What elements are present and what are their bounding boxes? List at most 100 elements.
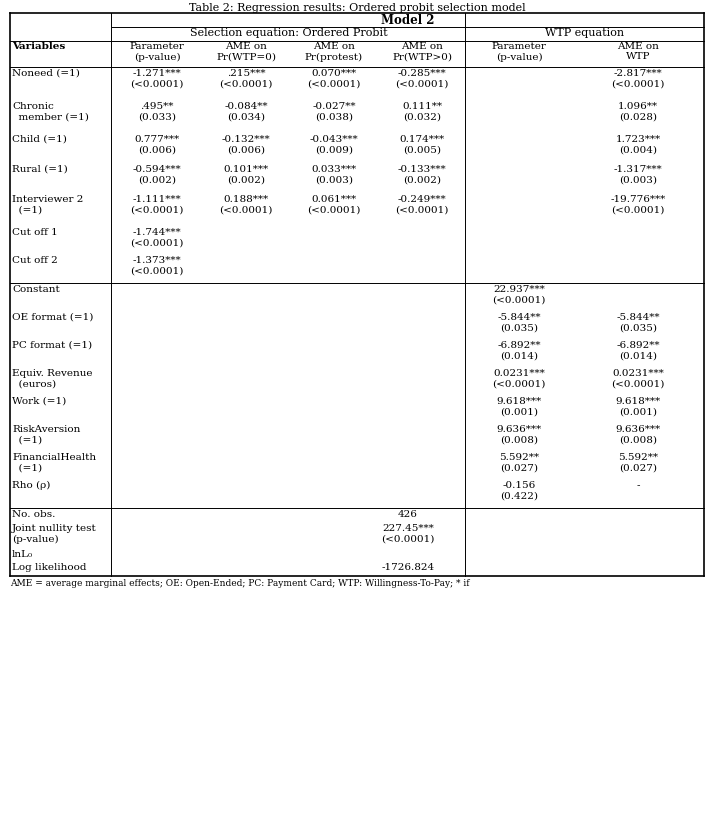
Text: Model 2: Model 2	[381, 14, 435, 27]
Text: -0.133***: -0.133***	[398, 165, 446, 174]
Text: (0.035): (0.035)	[500, 324, 538, 333]
Text: (<0.0001): (<0.0001)	[381, 535, 435, 544]
Text: (0.004): (0.004)	[619, 146, 657, 155]
Text: (<0.0001): (<0.0001)	[131, 206, 183, 215]
Text: (<0.0001): (<0.0001)	[611, 206, 665, 215]
Text: Variables: Variables	[12, 42, 65, 51]
Text: -0.249***: -0.249***	[398, 195, 446, 204]
Text: (<0.0001): (<0.0001)	[307, 80, 361, 89]
Text: 426: 426	[398, 510, 418, 519]
Text: (0.001): (0.001)	[619, 408, 657, 417]
Text: -5.844**: -5.844**	[616, 313, 660, 322]
Text: WTP equation: WTP equation	[545, 28, 624, 38]
Text: (0.027): (0.027)	[500, 464, 538, 473]
Text: FinancialHealth: FinancialHealth	[12, 453, 96, 462]
Text: -19.776***: -19.776***	[610, 195, 665, 204]
Text: (0.038): (0.038)	[315, 113, 353, 122]
Text: (0.034): (0.034)	[227, 113, 265, 122]
Text: .215***: .215***	[227, 69, 265, 78]
Text: (0.002): (0.002)	[403, 176, 441, 185]
Text: (<0.0001): (<0.0001)	[396, 80, 448, 89]
Text: (=1): (=1)	[12, 464, 42, 473]
Text: (0.003): (0.003)	[619, 176, 657, 185]
Text: Rho (ρ): Rho (ρ)	[12, 481, 51, 490]
Text: Parameter
(p-value): Parameter (p-value)	[491, 42, 546, 62]
Text: AME = average marginal effects; OE: Open-Ended; PC: Payment Card; WTP: Willingne: AME = average marginal effects; OE: Open…	[10, 579, 470, 588]
Text: Rural (=1): Rural (=1)	[12, 165, 68, 174]
Text: Table 2: Regression results: Ordered probit selection model: Table 2: Regression results: Ordered pro…	[188, 3, 526, 13]
Text: -1.317***: -1.317***	[614, 165, 663, 174]
Text: (0.008): (0.008)	[500, 436, 538, 445]
Text: (<0.0001): (<0.0001)	[131, 80, 183, 89]
Text: -6.892**: -6.892**	[616, 341, 660, 350]
Text: (0.033): (0.033)	[138, 113, 176, 122]
Text: (0.035): (0.035)	[619, 324, 657, 333]
Text: (0.005): (0.005)	[403, 146, 441, 155]
Text: (=1): (=1)	[12, 436, 42, 445]
Text: (0.028): (0.028)	[619, 113, 657, 122]
Text: -0.027**: -0.027**	[312, 102, 356, 111]
Text: -1.373***: -1.373***	[133, 256, 181, 265]
Text: 0.0231***: 0.0231***	[493, 369, 545, 378]
Text: 0.0231***: 0.0231***	[612, 369, 664, 378]
Text: (<0.0001): (<0.0001)	[307, 206, 361, 215]
Text: Parameter
(p-value): Parameter (p-value)	[129, 42, 184, 62]
Text: (<0.0001): (<0.0001)	[611, 380, 665, 389]
Text: (<0.0001): (<0.0001)	[396, 206, 448, 215]
Text: -1.271***: -1.271***	[133, 69, 181, 78]
Text: -1.744***: -1.744***	[133, 228, 181, 237]
Text: -0.043***: -0.043***	[310, 135, 358, 144]
Text: Log likelihood: Log likelihood	[12, 563, 86, 572]
Text: .495**: .495**	[141, 102, 174, 111]
Text: 22.937***: 22.937***	[493, 285, 545, 294]
Text: 5.592**: 5.592**	[499, 453, 539, 462]
Text: 1.723***: 1.723***	[615, 135, 660, 144]
Text: 227.45***: 227.45***	[382, 524, 434, 533]
Text: AME on
Pr(protest): AME on Pr(protest)	[305, 42, 363, 62]
Text: -6.892**: -6.892**	[497, 341, 540, 350]
Text: (0.009): (0.009)	[315, 146, 353, 155]
Text: (<0.0001): (<0.0001)	[219, 206, 273, 215]
Text: (<0.0001): (<0.0001)	[131, 239, 183, 248]
Text: AME on
Pr(WTP>0): AME on Pr(WTP>0)	[392, 42, 452, 62]
Text: -0.156: -0.156	[503, 481, 536, 490]
Text: (0.006): (0.006)	[227, 146, 265, 155]
Text: -5.844**: -5.844**	[497, 313, 540, 322]
Text: PC format (=1): PC format (=1)	[12, 341, 92, 350]
Text: (0.001): (0.001)	[500, 408, 538, 417]
Text: -0.594***: -0.594***	[133, 165, 181, 174]
Text: (<0.0001): (<0.0001)	[493, 296, 545, 305]
Text: 9.618***: 9.618***	[496, 397, 541, 406]
Text: Interviewer 2: Interviewer 2	[12, 195, 84, 204]
Text: Joint nullity test: Joint nullity test	[12, 524, 97, 533]
Text: No. obs.: No. obs.	[12, 510, 56, 519]
Text: Constant: Constant	[12, 285, 60, 294]
Text: 0.033***: 0.033***	[311, 165, 356, 174]
Text: lnL₀: lnL₀	[12, 550, 33, 559]
Text: OE format (=1): OE format (=1)	[12, 313, 94, 322]
Text: 0.174***: 0.174***	[399, 135, 445, 144]
Text: (=1): (=1)	[12, 206, 42, 215]
Text: Equiv. Revenue: Equiv. Revenue	[12, 369, 93, 378]
Text: 0.777***: 0.777***	[134, 135, 179, 144]
Text: (<0.0001): (<0.0001)	[131, 267, 183, 276]
Text: (<0.0001): (<0.0001)	[219, 80, 273, 89]
Text: RiskAversion: RiskAversion	[12, 425, 81, 434]
Text: AME on
WTP: AME on WTP	[617, 42, 659, 62]
Text: 1.096**: 1.096**	[618, 102, 658, 111]
Text: (p-value): (p-value)	[12, 535, 59, 544]
Text: 0.111**: 0.111**	[402, 102, 442, 111]
Text: Work (=1): Work (=1)	[12, 397, 66, 406]
Text: (0.006): (0.006)	[138, 146, 176, 155]
Text: -: -	[636, 481, 640, 490]
Text: member (=1): member (=1)	[12, 113, 89, 122]
Text: Cut off 1: Cut off 1	[12, 228, 58, 237]
Text: (0.014): (0.014)	[619, 352, 657, 361]
Text: AME on
Pr(WTP=0): AME on Pr(WTP=0)	[216, 42, 276, 62]
Text: 9.636***: 9.636***	[496, 425, 541, 434]
Text: (0.032): (0.032)	[403, 113, 441, 122]
Text: Cut off 2: Cut off 2	[12, 256, 58, 265]
Text: (0.027): (0.027)	[619, 464, 657, 473]
Text: (0.002): (0.002)	[227, 176, 265, 185]
Text: -0.132***: -0.132***	[221, 135, 271, 144]
